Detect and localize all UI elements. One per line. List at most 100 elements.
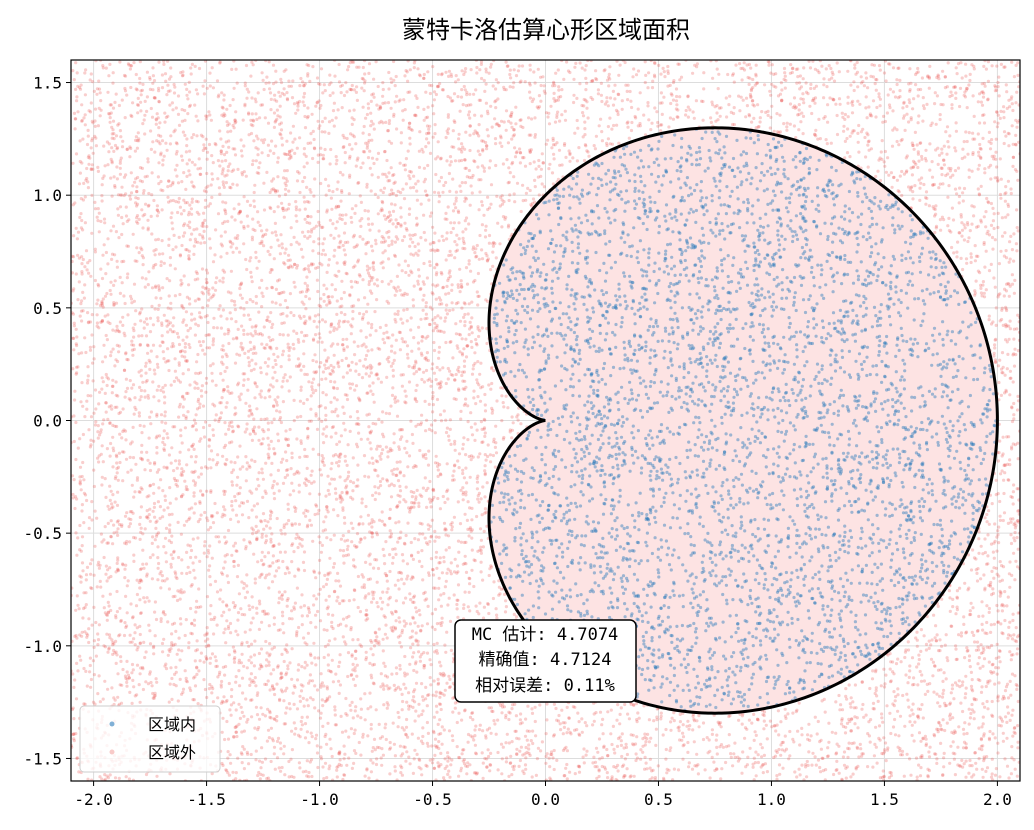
point-outside xyxy=(233,361,238,365)
point-outside xyxy=(374,329,378,333)
point-outside xyxy=(118,320,122,324)
point-outside xyxy=(226,750,230,754)
point-outside xyxy=(344,81,348,85)
point-outside xyxy=(950,683,955,687)
point-outside xyxy=(457,237,461,241)
point-outside xyxy=(982,734,986,738)
point-outside xyxy=(826,120,830,124)
point-outside xyxy=(444,340,448,345)
point-outside xyxy=(701,99,705,104)
point-outside xyxy=(355,532,360,536)
point-outside xyxy=(337,62,341,67)
point-outside xyxy=(399,317,403,321)
point-outside xyxy=(444,308,448,312)
point-outside xyxy=(366,271,371,275)
point-outside xyxy=(193,64,197,68)
point-outside xyxy=(1004,715,1008,719)
point-outside xyxy=(314,597,318,601)
point-outside xyxy=(416,67,420,71)
point-outside xyxy=(974,279,978,283)
point-outside xyxy=(936,701,940,705)
point-outside xyxy=(145,450,149,454)
point-outside xyxy=(982,291,986,295)
point-outside xyxy=(143,468,147,472)
point-outside xyxy=(152,501,157,506)
point-outside xyxy=(160,641,165,646)
point-outside xyxy=(466,312,470,316)
point-outside xyxy=(973,244,977,248)
point-outside xyxy=(265,228,269,232)
point-outside xyxy=(431,362,435,366)
point-outside xyxy=(935,75,939,80)
point-outside xyxy=(974,568,978,572)
point-outside xyxy=(298,694,302,698)
point-outside xyxy=(276,160,280,164)
point-outside xyxy=(352,731,356,736)
point-outside xyxy=(157,303,161,307)
point-outside xyxy=(979,184,983,188)
point-outside xyxy=(277,542,281,546)
point-outside xyxy=(482,427,486,431)
point-outside xyxy=(253,97,257,101)
point-outside xyxy=(242,538,246,542)
point-outside xyxy=(573,131,577,135)
point-outside xyxy=(338,170,342,175)
point-outside xyxy=(466,732,471,737)
point-outside xyxy=(258,575,262,579)
point-outside xyxy=(209,183,213,187)
point-outside xyxy=(370,222,374,226)
point-outside xyxy=(585,749,589,753)
point-outside xyxy=(933,102,937,106)
point-outside xyxy=(445,303,449,307)
point-outside xyxy=(309,394,313,398)
point-outside xyxy=(421,298,425,302)
point-outside xyxy=(764,723,768,727)
point-outside xyxy=(667,125,671,129)
point-outside xyxy=(1013,726,1017,730)
point-outside xyxy=(90,313,94,317)
point-outside xyxy=(288,707,292,711)
point-outside xyxy=(419,236,423,240)
point-outside xyxy=(389,349,394,353)
point-outside xyxy=(507,180,511,184)
point-outside xyxy=(393,769,397,773)
point-outside xyxy=(372,77,376,81)
point-outside xyxy=(800,726,804,731)
point-outside xyxy=(785,125,789,129)
point-outside xyxy=(222,185,226,189)
point-outside xyxy=(295,707,300,711)
point-outside xyxy=(420,494,424,498)
point-outside xyxy=(364,345,368,349)
point-outside xyxy=(1009,541,1014,546)
point-outside xyxy=(209,466,213,470)
point-outside xyxy=(973,259,978,263)
point-outside xyxy=(249,131,254,136)
point-outside xyxy=(260,467,264,471)
point-outside xyxy=(1014,626,1018,630)
point-outside xyxy=(323,363,327,367)
point-outside xyxy=(332,353,336,357)
point-outside xyxy=(460,337,464,341)
point-outside xyxy=(95,313,99,317)
point-outside xyxy=(150,115,155,119)
point-outside xyxy=(327,639,331,643)
point-outside xyxy=(169,184,173,188)
point-outside xyxy=(322,520,326,524)
point-outside xyxy=(488,763,492,767)
point-outside xyxy=(383,632,387,636)
point-outside xyxy=(990,772,994,776)
point-outside xyxy=(395,460,399,464)
point-outside xyxy=(778,130,783,134)
point-outside xyxy=(476,303,480,307)
point-outside xyxy=(425,193,429,197)
point-outside xyxy=(178,205,182,209)
point-outside xyxy=(167,179,171,183)
point-outside xyxy=(726,72,730,77)
point-outside xyxy=(1002,105,1006,109)
point-outside xyxy=(249,369,253,373)
point-outside xyxy=(314,104,318,108)
point-outside xyxy=(915,775,919,779)
point-outside xyxy=(231,508,235,512)
point-outside xyxy=(461,103,465,107)
point-outside xyxy=(512,175,516,179)
